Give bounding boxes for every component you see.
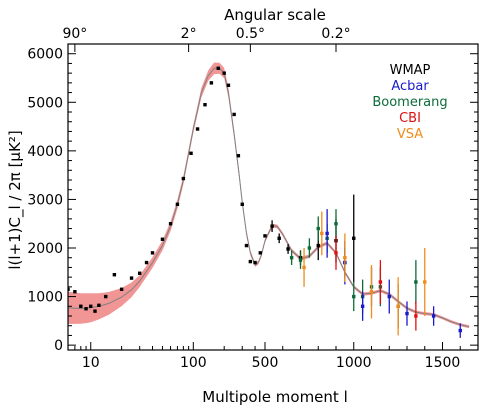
data-point — [405, 311, 409, 316]
top-axis-title: Angular scale — [224, 6, 326, 24]
data-point — [93, 309, 97, 313]
x-tick-label: 500 — [252, 355, 279, 371]
data-point — [334, 251, 338, 255]
data-point — [17, 336, 20, 339]
data-point — [244, 243, 249, 248]
data-point — [360, 304, 365, 308]
data-point — [286, 247, 290, 251]
x-tick-label: 1500 — [425, 355, 461, 371]
data-point — [144, 260, 149, 265]
data-point — [343, 256, 347, 260]
data-point — [298, 258, 303, 262]
data-point — [203, 103, 207, 107]
y-tick-label: 1000 — [27, 290, 63, 306]
data-point — [216, 66, 220, 70]
data-point — [307, 246, 312, 250]
legend-entry: WMAP — [390, 63, 431, 78]
data-point — [175, 202, 180, 206]
data-point — [352, 236, 356, 240]
data-point — [226, 83, 231, 87]
data-point — [160, 237, 165, 241]
data-point — [302, 265, 306, 270]
uncertainty-band — [68, 62, 470, 329]
data-point — [209, 81, 214, 85]
data-point — [289, 256, 294, 260]
data-point — [396, 304, 400, 308]
y-tick-label: 0 — [54, 338, 63, 354]
data-point — [240, 202, 244, 206]
legend-entry: VSA — [397, 127, 423, 142]
x-tick-label: 10 — [82, 355, 100, 371]
data-point — [89, 304, 93, 308]
data-point — [137, 271, 142, 275]
y-tick-label: 2000 — [27, 241, 63, 257]
top-tick-label: 2° — [181, 26, 197, 42]
data-point — [168, 222, 173, 226]
data-point — [378, 280, 383, 284]
data-point — [369, 290, 374, 294]
data-point — [320, 231, 324, 236]
data-point — [181, 176, 186, 181]
data-points — [17, 66, 462, 339]
x-tick-label: 1000 — [336, 355, 372, 371]
data-point — [150, 251, 155, 255]
data-point — [73, 290, 77, 294]
data-point — [236, 154, 241, 158]
axis-ticks: 0 1000 2000 3000 4000 5000 6000 10 100 500 1000 150… — [27, 26, 478, 371]
data-point — [316, 243, 320, 248]
y-axis-title: l(l+1)C_l / 2π [μK²] — [6, 130, 25, 269]
data-point — [277, 236, 281, 240]
data-point — [189, 151, 193, 155]
y-tick-label: 5000 — [27, 95, 63, 111]
data-point — [414, 280, 418, 284]
legend-entry: Boomerang — [372, 95, 447, 110]
y-tick-label: 3000 — [27, 192, 63, 208]
data-point — [195, 127, 200, 131]
data-point — [316, 226, 320, 231]
top-tick-label: 0.2° — [321, 26, 350, 42]
y-tick-label: 4000 — [27, 144, 63, 160]
data-point — [263, 234, 267, 238]
data-point — [129, 276, 134, 280]
legend-entry: CBI — [399, 111, 421, 126]
data-point — [119, 287, 124, 291]
data-point — [222, 71, 226, 75]
top-tick-label: 0.5° — [236, 26, 265, 42]
data-point — [97, 303, 101, 308]
data-point — [334, 222, 338, 226]
y-tick-label: 6000 — [27, 47, 63, 63]
data-point — [112, 273, 117, 277]
data-point — [68, 287, 70, 291]
model-uncertainty-band — [68, 62, 470, 329]
top-tick-label: 90° — [62, 26, 87, 42]
data-point — [423, 280, 427, 284]
plot-border — [67, 43, 479, 351]
legend-entry: Acbar — [391, 79, 429, 94]
x-tick-label: 100 — [180, 355, 207, 371]
data-point — [248, 259, 253, 264]
plot-frame — [67, 43, 479, 351]
data-point — [352, 294, 356, 299]
x-axis-title: Multipole moment l — [202, 388, 347, 406]
data-point — [232, 112, 236, 117]
data-point — [431, 314, 436, 318]
data-point — [84, 307, 88, 311]
data-point — [325, 231, 329, 236]
data-point — [414, 314, 418, 318]
data-point — [270, 224, 274, 228]
data-point — [458, 328, 462, 333]
data-point — [79, 304, 83, 308]
data-point — [104, 294, 108, 299]
data-point — [253, 260, 257, 265]
data-point — [258, 251, 263, 255]
data-point — [387, 294, 391, 299]
